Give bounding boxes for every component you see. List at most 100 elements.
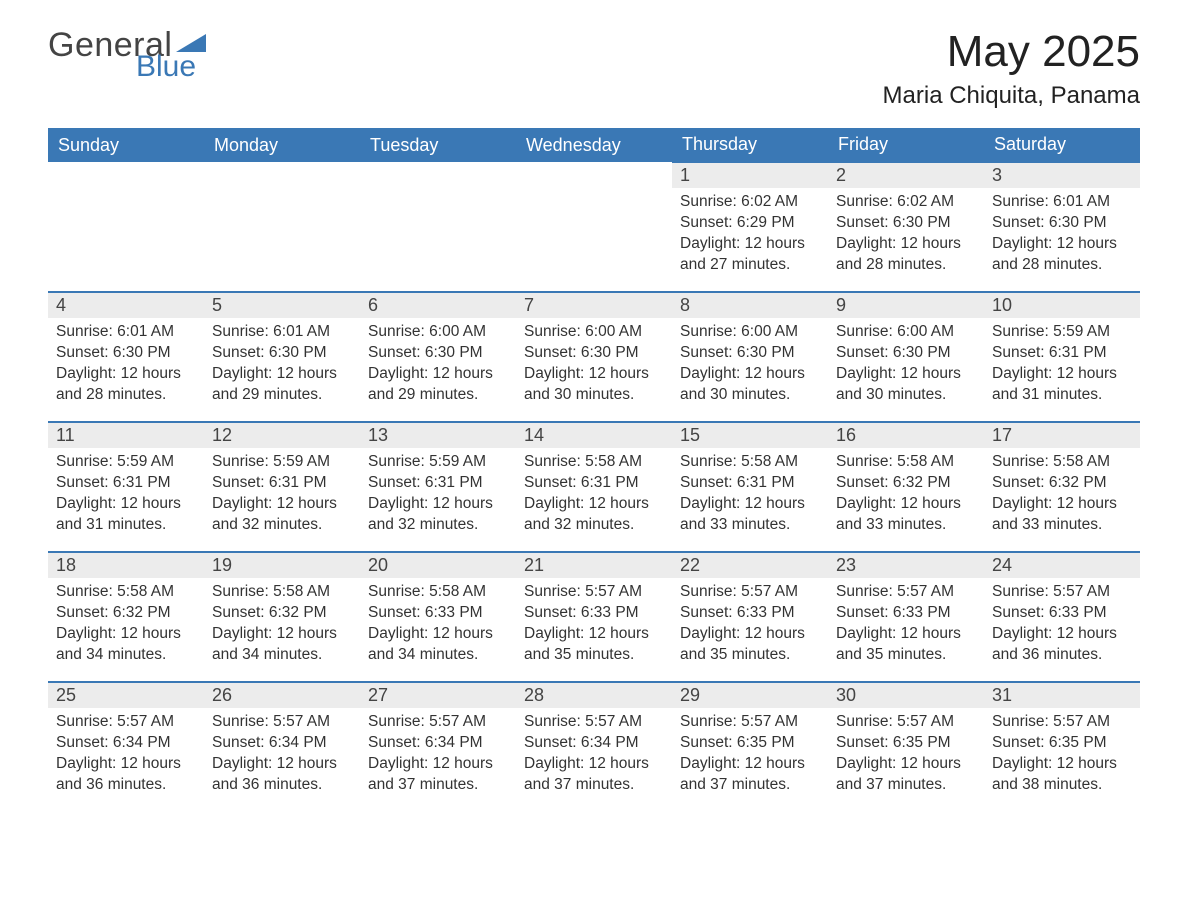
day-number: 30 [828,683,984,708]
calendar-day-cell: 8Sunrise: 6:00 AMSunset: 6:30 PMDaylight… [672,292,828,422]
day-number: 28 [516,683,672,708]
calendar-body: ........1Sunrise: 6:02 AMSunset: 6:29 PM… [48,162,1140,812]
day-data: Sunrise: 5:58 AMSunset: 6:33 PMDaylight:… [360,578,516,674]
calendar-day-cell: 2Sunrise: 6:02 AMSunset: 6:30 PMDaylight… [828,162,984,292]
day-data: Sunrise: 6:00 AMSunset: 6:30 PMDaylight:… [360,318,516,414]
day-number: 22 [672,553,828,578]
calendar-day-cell: 7Sunrise: 6:00 AMSunset: 6:30 PMDaylight… [516,292,672,422]
day-number: 11 [48,423,204,448]
calendar-week-row: ........1Sunrise: 6:02 AMSunset: 6:29 PM… [48,162,1140,292]
calendar-day-cell: .. [516,162,672,292]
day-number: 7 [516,293,672,318]
calendar-week-row: 4Sunrise: 6:01 AMSunset: 6:30 PMDaylight… [48,292,1140,422]
day-number: 15 [672,423,828,448]
calendar-day-cell: 19Sunrise: 5:58 AMSunset: 6:32 PMDayligh… [204,552,360,682]
calendar-day-cell: 16Sunrise: 5:58 AMSunset: 6:32 PMDayligh… [828,422,984,552]
calendar-day-cell: 9Sunrise: 6:00 AMSunset: 6:30 PMDaylight… [828,292,984,422]
day-number: 14 [516,423,672,448]
day-number: 16 [828,423,984,448]
calendar-day-cell: 1Sunrise: 6:02 AMSunset: 6:29 PMDaylight… [672,162,828,292]
day-data: Sunrise: 5:58 AMSunset: 6:31 PMDaylight:… [516,448,672,544]
day-number: 23 [828,553,984,578]
day-data: Sunrise: 5:58 AMSunset: 6:31 PMDaylight:… [672,448,828,544]
day-number: 12 [204,423,360,448]
day-data: Sunrise: 5:57 AMSunset: 6:35 PMDaylight:… [984,708,1140,804]
day-data: Sunrise: 5:57 AMSunset: 6:34 PMDaylight:… [204,708,360,804]
day-data: Sunrise: 5:59 AMSunset: 6:31 PMDaylight:… [204,448,360,544]
calendar-day-cell: 22Sunrise: 5:57 AMSunset: 6:33 PMDayligh… [672,552,828,682]
calendar-day-cell: .. [360,162,516,292]
day-number: 10 [984,293,1140,318]
calendar-day-cell: 31Sunrise: 5:57 AMSunset: 6:35 PMDayligh… [984,682,1140,812]
day-data: Sunrise: 6:01 AMSunset: 6:30 PMDaylight:… [984,188,1140,284]
day-number: 24 [984,553,1140,578]
day-data: Sunrise: 5:57 AMSunset: 6:35 PMDaylight:… [672,708,828,804]
day-number: 29 [672,683,828,708]
day-data: Sunrise: 5:57 AMSunset: 6:33 PMDaylight:… [828,578,984,674]
day-data: Sunrise: 5:58 AMSunset: 6:32 PMDaylight:… [984,448,1140,544]
day-number: 2 [828,163,984,188]
day-data: Sunrise: 5:58 AMSunset: 6:32 PMDaylight:… [828,448,984,544]
calendar-day-cell: 12Sunrise: 5:59 AMSunset: 6:31 PMDayligh… [204,422,360,552]
day-number: 6 [360,293,516,318]
calendar-day-cell: 28Sunrise: 5:57 AMSunset: 6:34 PMDayligh… [516,682,672,812]
calendar-day-cell: 13Sunrise: 5:59 AMSunset: 6:31 PMDayligh… [360,422,516,552]
day-data: Sunrise: 5:57 AMSunset: 6:33 PMDaylight:… [984,578,1140,674]
calendar-day-cell: 26Sunrise: 5:57 AMSunset: 6:34 PMDayligh… [204,682,360,812]
day-data: Sunrise: 5:59 AMSunset: 6:31 PMDaylight:… [360,448,516,544]
calendar-day-cell: .. [48,162,204,292]
day-data: Sunrise: 5:58 AMSunset: 6:32 PMDaylight:… [204,578,360,674]
day-data: Sunrise: 5:57 AMSunset: 6:33 PMDaylight:… [516,578,672,674]
weekday-header: Saturday [984,128,1140,162]
day-data: Sunrise: 6:00 AMSunset: 6:30 PMDaylight:… [516,318,672,414]
day-data: Sunrise: 6:01 AMSunset: 6:30 PMDaylight:… [48,318,204,414]
day-number: 5 [204,293,360,318]
day-data: Sunrise: 5:57 AMSunset: 6:34 PMDaylight:… [360,708,516,804]
calendar-day-cell: 3Sunrise: 6:01 AMSunset: 6:30 PMDaylight… [984,162,1140,292]
day-data: Sunrise: 5:57 AMSunset: 6:34 PMDaylight:… [516,708,672,804]
day-data: Sunrise: 6:00 AMSunset: 6:30 PMDaylight:… [828,318,984,414]
calendar-day-cell: 5Sunrise: 6:01 AMSunset: 6:30 PMDaylight… [204,292,360,422]
day-data: Sunrise: 5:57 AMSunset: 6:34 PMDaylight:… [48,708,204,804]
calendar-day-cell: 29Sunrise: 5:57 AMSunset: 6:35 PMDayligh… [672,682,828,812]
day-number: 21 [516,553,672,578]
calendar-day-cell: .. [204,162,360,292]
weekday-header: Friday [828,128,984,162]
calendar-day-cell: 30Sunrise: 5:57 AMSunset: 6:35 PMDayligh… [828,682,984,812]
day-number: 1 [672,163,828,188]
calendar-day-cell: 24Sunrise: 5:57 AMSunset: 6:33 PMDayligh… [984,552,1140,682]
calendar-day-cell: 21Sunrise: 5:57 AMSunset: 6:33 PMDayligh… [516,552,672,682]
calendar-table: SundayMondayTuesdayWednesdayThursdayFrid… [48,128,1140,812]
calendar-day-cell: 11Sunrise: 5:59 AMSunset: 6:31 PMDayligh… [48,422,204,552]
day-number: 25 [48,683,204,708]
calendar-day-cell: 18Sunrise: 5:58 AMSunset: 6:32 PMDayligh… [48,552,204,682]
day-data: Sunrise: 5:58 AMSunset: 6:32 PMDaylight:… [48,578,204,674]
calendar-day-cell: 23Sunrise: 5:57 AMSunset: 6:33 PMDayligh… [828,552,984,682]
day-number: 31 [984,683,1140,708]
calendar-week-row: 11Sunrise: 5:59 AMSunset: 6:31 PMDayligh… [48,422,1140,552]
day-data: Sunrise: 6:02 AMSunset: 6:30 PMDaylight:… [828,188,984,284]
calendar-day-cell: 25Sunrise: 5:57 AMSunset: 6:34 PMDayligh… [48,682,204,812]
day-number: 19 [204,553,360,578]
day-number: 17 [984,423,1140,448]
calendar-day-cell: 27Sunrise: 5:57 AMSunset: 6:34 PMDayligh… [360,682,516,812]
calendar-day-cell: 17Sunrise: 5:58 AMSunset: 6:32 PMDayligh… [984,422,1140,552]
day-data: Sunrise: 5:57 AMSunset: 6:35 PMDaylight:… [828,708,984,804]
calendar-day-cell: 6Sunrise: 6:00 AMSunset: 6:30 PMDaylight… [360,292,516,422]
month-title: May 2025 [883,28,1140,76]
day-data: Sunrise: 6:00 AMSunset: 6:30 PMDaylight:… [672,318,828,414]
weekday-header: Sunday [48,128,204,162]
weekday-header-row: SundayMondayTuesdayWednesdayThursdayFrid… [48,128,1140,162]
calendar-day-cell: 4Sunrise: 6:01 AMSunset: 6:30 PMDaylight… [48,292,204,422]
day-number: 9 [828,293,984,318]
day-number: 3 [984,163,1140,188]
day-number: 4 [48,293,204,318]
day-data: Sunrise: 6:02 AMSunset: 6:29 PMDaylight:… [672,188,828,284]
logo: General Blue [48,28,206,82]
day-number: 27 [360,683,516,708]
day-number: 20 [360,553,516,578]
calendar-day-cell: 14Sunrise: 5:58 AMSunset: 6:31 PMDayligh… [516,422,672,552]
day-number: 18 [48,553,204,578]
calendar-week-row: 18Sunrise: 5:58 AMSunset: 6:32 PMDayligh… [48,552,1140,682]
day-data: Sunrise: 5:59 AMSunset: 6:31 PMDaylight:… [984,318,1140,414]
